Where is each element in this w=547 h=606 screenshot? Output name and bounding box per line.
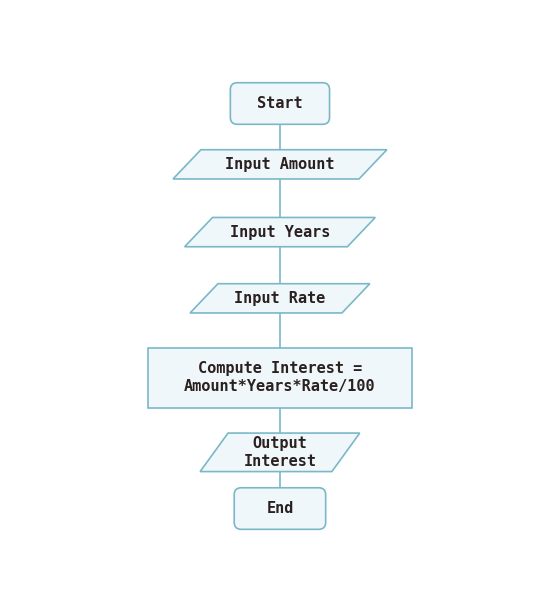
Polygon shape bbox=[185, 218, 375, 247]
Polygon shape bbox=[190, 284, 370, 313]
Text: Compute Interest =
Amount*Years*Rate/100: Compute Interest = Amount*Years*Rate/100 bbox=[184, 361, 376, 394]
Text: Input Years: Input Years bbox=[230, 225, 330, 239]
Text: Output
Interest: Output Interest bbox=[243, 436, 317, 468]
FancyBboxPatch shape bbox=[230, 83, 329, 124]
Text: End: End bbox=[266, 501, 294, 516]
FancyBboxPatch shape bbox=[234, 488, 325, 529]
Polygon shape bbox=[173, 150, 387, 179]
Text: Start: Start bbox=[257, 96, 302, 111]
Bar bbox=[148, 348, 412, 408]
Text: Input Rate: Input Rate bbox=[234, 291, 325, 306]
Polygon shape bbox=[200, 433, 360, 471]
Text: Input Amount: Input Amount bbox=[225, 157, 335, 172]
